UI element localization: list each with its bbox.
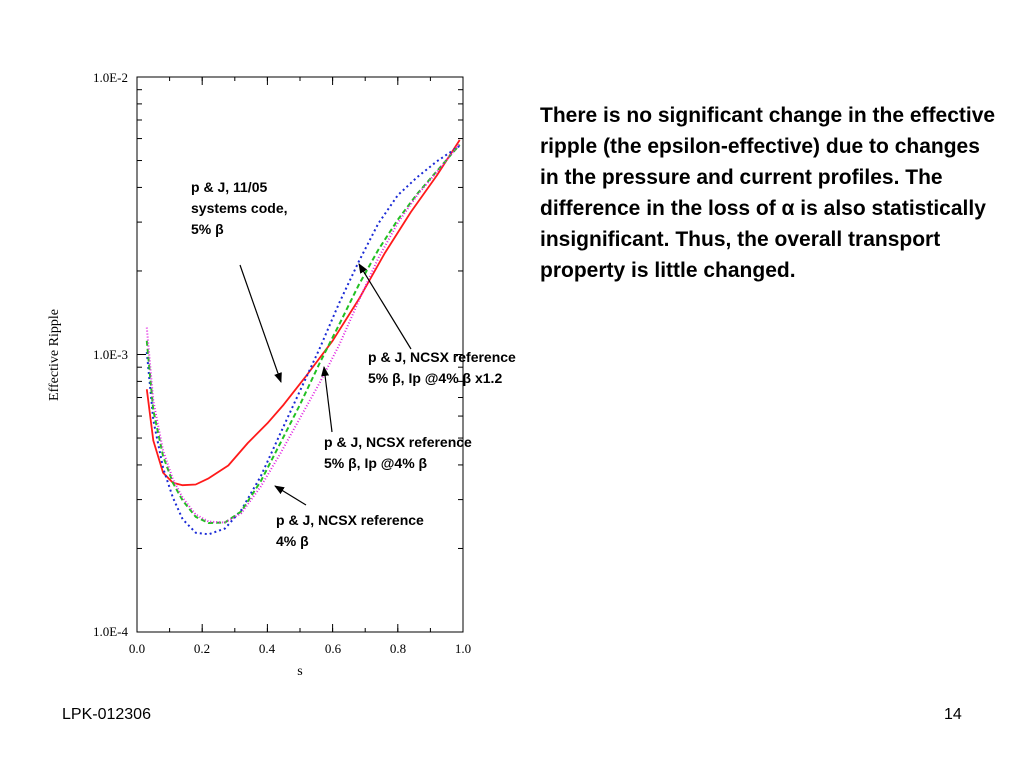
x-tick-label: 1.0	[455, 641, 471, 656]
axis-ticks	[136, 76, 464, 633]
annotation-ncsx-5pct-x1-2: p & J, NCSX reference 5% β, Ip @4% β x1.…	[368, 349, 520, 386]
x-axis-label: s	[297, 664, 302, 679]
annotation-line: 5% β, Ip @4% β	[324, 455, 428, 471]
annotation-arrow	[321, 366, 333, 433]
series-line-1	[145, 139, 461, 487]
x-tick-label: 0.4	[259, 641, 276, 656]
series-line-4	[145, 143, 461, 524]
annotation-line: p & J, 11/05	[191, 179, 267, 195]
annotation-line: 4% β	[276, 533, 309, 549]
footer-document-id: LPK-012306	[62, 706, 151, 723]
annotation-line: p & J, NCSX reference	[276, 512, 424, 528]
series-layer	[145, 139, 461, 536]
x-axis: 0.0 0.2 0.4 0.6 0.8 1.0 s	[129, 641, 471, 679]
slide-body-text: There is no significant change in the ef…	[540, 104, 996, 282]
annotation-line: p & J, NCSX reference	[324, 434, 472, 450]
annotation-arrow	[274, 485, 307, 506]
x-tick-label: 0.2	[194, 641, 210, 656]
annotation-arrow	[239, 264, 282, 383]
annotation-line: 5% β, Ip @4% β x1.2	[368, 370, 502, 386]
annotation-arrow	[358, 263, 412, 350]
annotation-line: 5% β	[191, 221, 224, 237]
annotation-line: systems code,	[191, 200, 288, 216]
x-tick-label: 0.0	[129, 641, 145, 656]
y-tick-label: 1.0E-2	[93, 70, 128, 85]
y-tick-label: 1.0E-3	[93, 347, 128, 362]
x-tick-label: 0.6	[325, 641, 342, 656]
annotation-ncsx-4pct: p & J, NCSX reference 4% β	[276, 512, 428, 549]
series-line-3	[145, 144, 461, 524]
annotation-pj-1105: p & J, 11/05 systems code, 5% β	[191, 179, 291, 237]
annotations: p & J, 11/05 systems code, 5% β p & J, N…	[191, 179, 520, 549]
page-number: 14	[944, 706, 962, 723]
annotation-ncsx-5pct: p & J, NCSX reference 5% β, Ip @4% β	[324, 434, 476, 471]
annotation-line: p & J, NCSX reference	[368, 349, 516, 365]
y-tick-label: 1.0E-4	[93, 624, 129, 639]
x-tick-label: 0.8	[390, 641, 406, 656]
y-axis: 1.0E-2 1.0E-3 1.0E-4 Effective Ripple	[47, 70, 128, 639]
y-axis-label: Effective Ripple	[47, 309, 62, 401]
